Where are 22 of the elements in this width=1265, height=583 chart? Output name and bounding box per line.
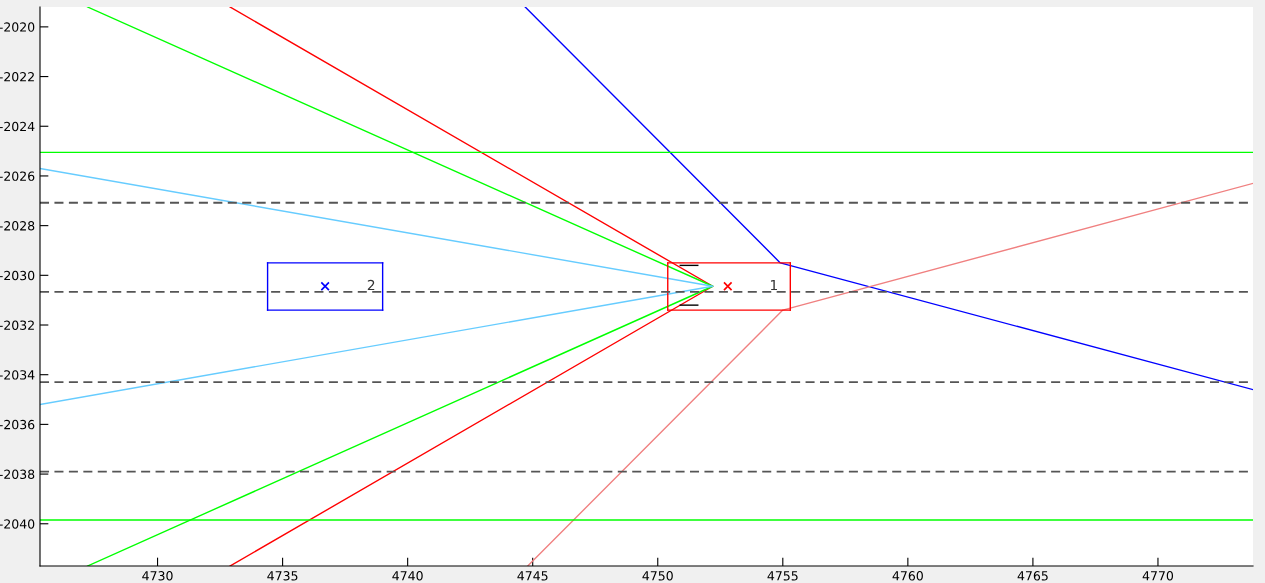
y-tick-label: -2026 <box>0 171 35 181</box>
y-tick-label: -2038 <box>0 469 35 479</box>
x-tick-label: 4750 <box>642 571 673 581</box>
y-tick-label: -2024 <box>0 121 35 132</box>
y-tick-label: -2036 <box>0 419 35 430</box>
y-tick-label: -2040 <box>0 519 35 529</box>
x-tick-label: 4755 <box>767 571 798 581</box>
text: 1 <box>770 279 777 291</box>
x-tick-label: 4770 <box>1142 571 1174 581</box>
y-tick-label: -2032 <box>0 320 34 330</box>
x-tick-label: 4760 <box>892 571 923 581</box>
x-tick-label: 4740 <box>392 571 423 581</box>
y-tick-label: -2028 <box>0 221 35 231</box>
x-tick-label: 4765 <box>1017 571 1048 581</box>
y-tick-label: -2030 <box>0 270 35 281</box>
x-tick-label: 4730 <box>142 571 173 581</box>
y-tick-label: -2022 <box>0 72 34 82</box>
x-tick-label: 4735 <box>267 571 298 581</box>
y-tick-label: -2034 <box>0 370 35 380</box>
x-tick-label: 4745 <box>517 571 548 581</box>
y-tick-label: -2020 <box>0 22 35 32</box>
text: 2 <box>367 279 375 291</box>
